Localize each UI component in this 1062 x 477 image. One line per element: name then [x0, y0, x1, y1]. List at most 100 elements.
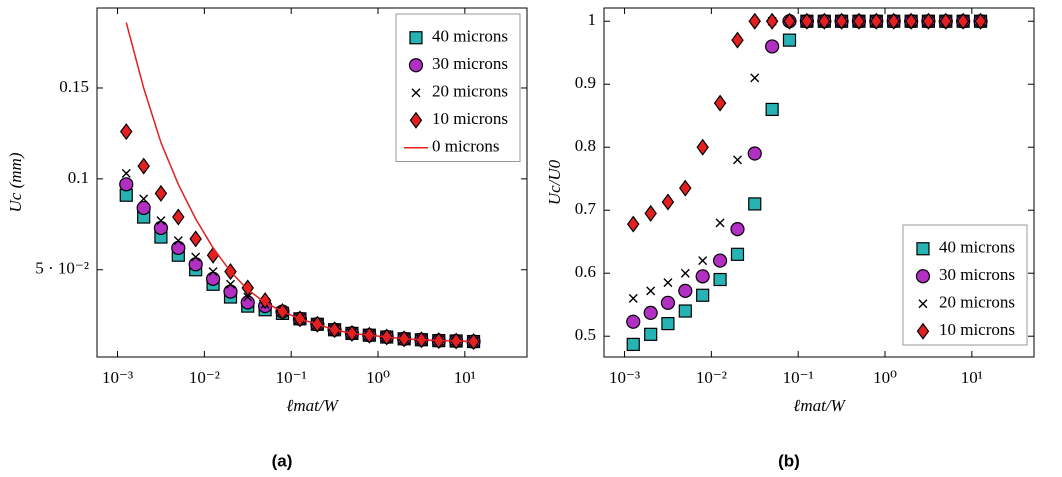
marker-circle [153, 220, 169, 236]
marker-square [782, 33, 797, 47]
marker-diamond [887, 12, 900, 30]
marker-diamond [904, 12, 918, 30]
marker-diamond [765, 12, 779, 30]
y-tick-label: 0.7 [575, 199, 597, 218]
marker-diamond [956, 12, 970, 30]
legend-marker [916, 322, 930, 340]
marker-diamond [172, 208, 185, 226]
marker-diamond [818, 12, 831, 30]
subplot: 10⁻³ 10⁻² 10⁻¹ 10⁰ 10¹ 5 · 10⁻² 0.1 0.15 ℓmat/W U… [6, 7, 528, 470]
marker-x [680, 268, 690, 278]
marker-x [191, 252, 201, 262]
x-tick-label: 10⁰ [873, 368, 897, 387]
marker-x [663, 278, 673, 288]
marker-x [156, 216, 166, 226]
marker-x [733, 155, 742, 165]
x-tick-label: 10⁻¹ [783, 368, 814, 387]
marker-x [628, 293, 638, 303]
marker-diamond [800, 12, 814, 30]
x-tick-label: 10⁻¹ [276, 368, 307, 387]
marker-circle [695, 269, 710, 284]
x-tick-label: 10⁻³ [609, 368, 640, 387]
marker-diamond [644, 204, 657, 222]
marker-x [750, 73, 760, 83]
marker-square [644, 327, 658, 341]
marker-diamond [154, 184, 168, 202]
marker-diamond [852, 12, 866, 30]
marker-x [226, 279, 235, 289]
legend-marker [411, 88, 421, 98]
marker-diamond [974, 12, 987, 30]
legend-label: 40 microns [939, 238, 1015, 257]
legend-label: 0 microns [432, 137, 500, 156]
marker-circle [626, 314, 641, 329]
legend-marker [916, 242, 930, 256]
marker-circle [660, 295, 676, 310]
y-tick-label: 0.5 [575, 325, 596, 344]
legend: 40 microns 30 microns 20 microns 10 microns… [395, 13, 521, 162]
y-tick-label: 1 [588, 10, 597, 29]
legend-label: 10 microns [939, 320, 1015, 339]
marker-diamond [870, 12, 883, 30]
marker-square [678, 304, 692, 318]
marker-circle [643, 305, 658, 321]
marker-diamond [939, 12, 953, 30]
y-axis-label: Uc/U0 [545, 159, 564, 205]
marker-diamond [696, 138, 709, 156]
legend-marker [408, 58, 424, 73]
legend-label: 30 microns [939, 265, 1015, 284]
marker-diamond [748, 12, 761, 30]
legend-label: 30 microns [432, 54, 508, 73]
marker-diamond [120, 123, 133, 141]
marker-circle [765, 39, 780, 54]
x-tick-label: 10¹ [454, 368, 476, 387]
marker-diamond [627, 215, 640, 233]
marker-diamond [731, 31, 744, 49]
marker-square [661, 317, 675, 331]
marker-square [748, 197, 762, 211]
plot-frame [603, 7, 1035, 358]
caption: (b) [778, 451, 800, 470]
marker-circle [223, 284, 238, 299]
marker-circle [188, 257, 203, 272]
caption: (a) [272, 451, 293, 470]
marker-circle [730, 222, 745, 237]
y-tick-label: 0.9 [575, 73, 596, 92]
legend-label: 20 microns [432, 82, 508, 101]
marker-diamond [661, 193, 675, 211]
legend-label: 10 microns [432, 109, 508, 128]
x-tick-label: 10⁻² [696, 368, 727, 387]
legend-marker [918, 299, 928, 309]
y-tick-label: 0.1 [68, 168, 89, 187]
series-line [125, 22, 474, 343]
marker-square [626, 337, 640, 352]
legend-marker [915, 269, 931, 284]
y-tick-label: 5 · 10⁻² [35, 259, 89, 278]
marker-diamond [206, 246, 220, 264]
y-axis-label: Uc (mm) [6, 152, 25, 212]
subplot: 10⁻³ 10⁻² 10⁻¹ 10⁰ 10¹ 0.5 0.6 0.7 0.8 0.9 1 ℓmat/W… [545, 7, 1035, 470]
marker-square [730, 247, 745, 261]
marker-x [173, 236, 183, 246]
marker-diamond [137, 157, 150, 175]
marker-circle [678, 283, 693, 298]
marker-square [713, 272, 727, 287]
marker-square [696, 288, 710, 302]
x-tick-label: 10¹ [961, 368, 983, 387]
marker-diamond [713, 94, 727, 112]
x-axis-label: ℓmat/W [793, 396, 846, 415]
marker-circle [712, 253, 728, 268]
x-tick-label: 10⁻² [189, 368, 220, 387]
marker-square [765, 102, 779, 117]
marker-circle [171, 240, 186, 256]
y-tick-label: 0.15 [59, 77, 89, 96]
marker-x [139, 194, 149, 204]
marker-x [698, 256, 708, 266]
x-tick-label: 10⁻³ [102, 368, 133, 387]
y-tick-label: 0.8 [575, 136, 596, 155]
marker-diamond [783, 12, 796, 30]
x-tick-label: 10⁰ [366, 368, 390, 387]
marker-diamond [189, 230, 202, 248]
marker-diamond [922, 12, 935, 30]
